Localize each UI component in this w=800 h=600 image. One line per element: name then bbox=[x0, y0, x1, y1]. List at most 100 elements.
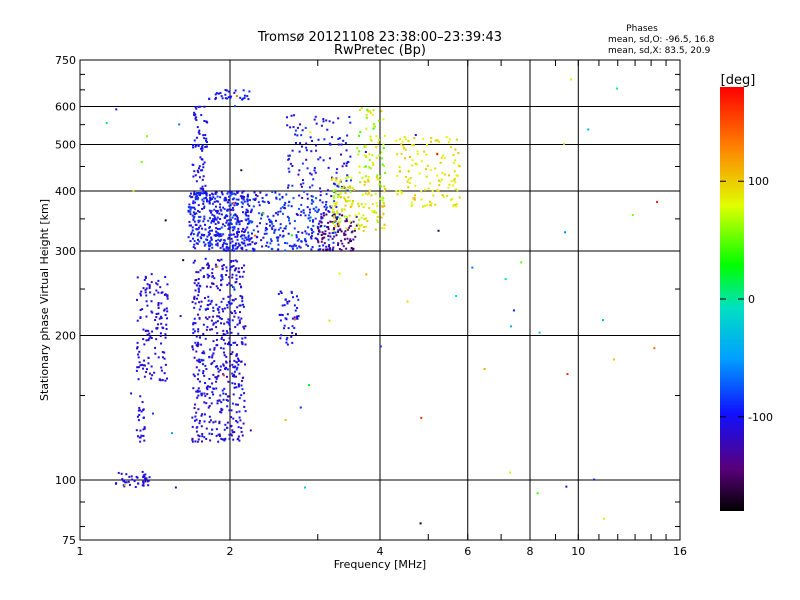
data-point bbox=[258, 222, 261, 225]
data-point bbox=[283, 324, 286, 327]
data-point bbox=[328, 142, 331, 145]
data-point bbox=[454, 148, 457, 151]
data-point bbox=[240, 241, 243, 244]
data-point bbox=[201, 207, 204, 210]
data-point bbox=[237, 426, 240, 429]
data-point bbox=[290, 291, 293, 294]
data-point bbox=[195, 297, 198, 300]
data-point bbox=[448, 183, 451, 186]
data-point bbox=[211, 361, 214, 364]
data-point bbox=[203, 413, 206, 416]
data-point bbox=[197, 131, 200, 134]
data-point bbox=[291, 165, 294, 168]
data-point bbox=[194, 415, 197, 418]
data-point bbox=[209, 385, 212, 388]
data-point bbox=[226, 304, 229, 307]
data-point bbox=[227, 96, 230, 99]
grid-lines bbox=[80, 60, 680, 540]
data-point bbox=[236, 306, 239, 309]
data-point bbox=[327, 221, 330, 224]
data-point bbox=[383, 204, 386, 207]
data-point bbox=[381, 199, 384, 202]
data-point bbox=[348, 226, 351, 229]
data-point bbox=[157, 312, 160, 315]
data-point bbox=[224, 197, 227, 200]
data-point bbox=[278, 313, 281, 316]
data-point bbox=[366, 219, 369, 222]
data-point bbox=[212, 340, 215, 343]
data-point bbox=[222, 392, 225, 395]
data-point bbox=[138, 406, 141, 409]
data-point bbox=[265, 228, 268, 231]
data-point bbox=[207, 299, 210, 302]
data-point bbox=[349, 121, 352, 124]
data-point bbox=[237, 359, 240, 362]
data-point bbox=[211, 356, 214, 359]
data-point bbox=[150, 337, 153, 340]
data-point bbox=[240, 384, 243, 387]
data-point bbox=[247, 217, 250, 220]
data-point bbox=[372, 125, 375, 128]
data-point bbox=[223, 322, 226, 325]
data-point bbox=[289, 126, 292, 129]
data-point bbox=[233, 286, 236, 289]
data-point bbox=[197, 277, 200, 280]
data-point bbox=[204, 228, 207, 231]
data-point bbox=[320, 213, 323, 216]
data-point bbox=[373, 209, 376, 212]
data-point bbox=[211, 192, 214, 195]
data-point bbox=[271, 228, 274, 231]
data-point bbox=[338, 213, 341, 216]
data-point bbox=[207, 264, 210, 267]
data-point bbox=[301, 162, 304, 165]
data-point bbox=[321, 216, 324, 219]
data-point bbox=[243, 231, 246, 234]
data-point bbox=[270, 220, 273, 223]
data-point bbox=[325, 193, 328, 196]
data-point bbox=[280, 292, 283, 295]
data-point bbox=[407, 186, 410, 189]
data-point bbox=[339, 179, 342, 182]
data-point bbox=[248, 239, 251, 242]
data-point bbox=[241, 237, 244, 240]
data-point bbox=[136, 276, 139, 279]
data-point bbox=[255, 193, 258, 196]
data-point bbox=[194, 289, 197, 292]
data-point bbox=[239, 419, 242, 422]
data-point bbox=[345, 227, 348, 230]
data-point bbox=[290, 114, 293, 117]
data-point bbox=[369, 138, 372, 141]
data-point bbox=[159, 332, 162, 335]
data-point bbox=[228, 409, 231, 412]
data-point bbox=[339, 191, 342, 194]
data-point bbox=[199, 215, 202, 218]
data-point bbox=[368, 166, 371, 169]
data-point bbox=[371, 154, 374, 157]
data-point bbox=[238, 271, 241, 274]
data-point bbox=[345, 164, 348, 167]
data-point bbox=[235, 419, 238, 422]
data-point bbox=[215, 265, 218, 268]
data-point bbox=[225, 330, 228, 333]
data-point bbox=[233, 366, 236, 369]
data-point bbox=[352, 238, 355, 241]
data-point bbox=[143, 475, 146, 478]
data-point bbox=[307, 233, 310, 236]
data-point bbox=[400, 190, 403, 193]
data-point bbox=[197, 328, 200, 331]
data-point bbox=[145, 371, 148, 374]
data-point bbox=[192, 200, 195, 203]
data-point bbox=[240, 285, 243, 288]
data-point bbox=[249, 220, 252, 223]
data-point bbox=[311, 195, 314, 198]
data-point bbox=[437, 190, 440, 193]
data-point bbox=[316, 237, 319, 240]
data-point bbox=[332, 197, 335, 200]
data-point bbox=[443, 157, 446, 160]
data-point bbox=[298, 207, 301, 210]
data-point bbox=[312, 207, 315, 210]
data-point bbox=[220, 401, 223, 404]
data-point bbox=[192, 348, 195, 351]
data-point bbox=[191, 206, 194, 209]
